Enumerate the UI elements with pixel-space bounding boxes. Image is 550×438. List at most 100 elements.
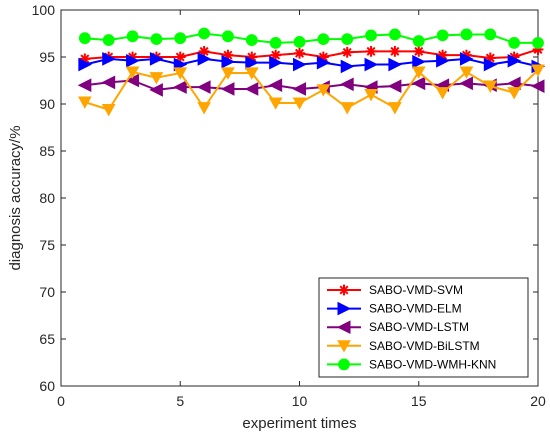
- data-point: [340, 102, 355, 115]
- data-point: [436, 29, 449, 42]
- legend-item-sabo-vmd-wmh-knn: SABO-VMD-WMH-KNN: [327, 357, 496, 371]
- y-tick-label: 65: [39, 331, 55, 347]
- y-tick-label: 95: [39, 49, 55, 65]
- data-point: [149, 83, 163, 97]
- x-tick-label: 20: [530, 393, 546, 409]
- data-point: [530, 79, 545, 93]
- data-point: [411, 66, 426, 79]
- data-point: [101, 104, 116, 117]
- data-point: [317, 33, 330, 46]
- data-point: [364, 57, 379, 72]
- x-axis: 0 5 10 15 20: [57, 10, 546, 409]
- data-point: [389, 45, 401, 57]
- legend-marker: [338, 358, 350, 371]
- data-point: [341, 33, 354, 46]
- data-point: [484, 28, 497, 41]
- data-point: [459, 76, 473, 91]
- data-point: [317, 51, 329, 63]
- data-point: [388, 102, 402, 115]
- data-point: [292, 97, 307, 110]
- data-point: [149, 52, 164, 66]
- data-point: [268, 78, 283, 93]
- data-point: [198, 45, 210, 57]
- data-point: [316, 55, 331, 70]
- legend-marker: [337, 301, 352, 316]
- y-tick-label: 75: [39, 237, 55, 253]
- data-point: [507, 87, 521, 100]
- data-point: [78, 96, 92, 109]
- data-point: [78, 57, 92, 72]
- data-point: [459, 52, 474, 66]
- data-point: [244, 82, 259, 96]
- data-point: [174, 32, 187, 45]
- y-tick-label: 80: [39, 190, 55, 206]
- x-tick-label: 10: [292, 393, 308, 409]
- data-point: [102, 52, 116, 66]
- data-point: [483, 57, 498, 72]
- data-point: [340, 59, 355, 74]
- data-point: [173, 80, 187, 94]
- series-layer: [77, 27, 546, 117]
- x-tick-label: 0: [57, 393, 65, 409]
- legend-label: SABO-VMD-LSTM: [369, 320, 469, 334]
- data-point: [413, 45, 425, 57]
- data-point: [341, 46, 353, 58]
- y-tick-label: 90: [39, 96, 55, 112]
- data-point: [507, 53, 522, 68]
- data-point: [340, 77, 354, 92]
- data-point: [126, 53, 140, 68]
- data-point: [435, 87, 450, 100]
- x-tick-label: 5: [176, 393, 184, 409]
- legend-item-sabo-vmd-elm: SABO-VMD-ELM: [327, 302, 462, 316]
- x-tick-label: 15: [411, 393, 427, 409]
- data-point: [222, 30, 234, 43]
- series-sabo-vmd-wmh-knn: [78, 27, 544, 49]
- data-point: [125, 66, 140, 79]
- data-point: [244, 67, 259, 80]
- data-point: [365, 45, 377, 57]
- data-point: [483, 80, 498, 93]
- legend-marker: [337, 340, 351, 353]
- data-point: [174, 51, 186, 63]
- legend-marker: [336, 320, 351, 335]
- y-tick-label: 85: [39, 143, 55, 159]
- legend-label: SABO-VMD-SVM: [369, 283, 463, 297]
- y-tick-label: 70: [39, 284, 55, 300]
- data-point: [126, 30, 139, 43]
- data-point: [365, 29, 377, 42]
- data-point: [269, 55, 283, 70]
- data-point: [294, 47, 305, 59]
- data-point: [292, 82, 306, 96]
- data-point: [508, 37, 521, 49]
- data-point: [245, 34, 258, 46]
- legend-item-sabo-vmd-lstm: SABO-VMD-LSTM: [327, 320, 469, 334]
- data-point: [460, 28, 473, 41]
- x-axis-label: experiment times: [242, 415, 356, 432]
- data-point: [436, 53, 450, 68]
- y-tick-label: 100: [32, 2, 56, 18]
- data-point: [270, 49, 282, 61]
- data-point: [531, 64, 545, 77]
- data-point: [150, 33, 163, 46]
- data-point: [198, 27, 211, 40]
- legend-item-sabo-vmd-svm: SABO-VMD-SVM: [327, 283, 463, 297]
- legend-item-sabo-vmd-bilstm: SABO-VMD-BiLSTM: [327, 339, 480, 353]
- data-point: [221, 54, 236, 69]
- data-point: [77, 78, 92, 93]
- data-point: [173, 67, 188, 80]
- legend-label: SABO-VMD-BiLSTM: [369, 339, 480, 353]
- data-point: [245, 55, 259, 70]
- legend-marker: [338, 284, 350, 296]
- data-point: [101, 75, 116, 90]
- data-point: [197, 52, 212, 66]
- data-point: [149, 72, 164, 85]
- data-point: [196, 80, 211, 94]
- y-tick-label: 60: [39, 378, 55, 394]
- data-point: [412, 35, 425, 47]
- data-point: [316, 84, 331, 97]
- data-point: [411, 76, 426, 91]
- data-point: [364, 89, 378, 102]
- y-axis-label: diagnosis accuracy/%: [7, 125, 24, 270]
- y-axis: 60 65 70 75 80 85 90 95 100: [32, 2, 538, 394]
- series-sabo-vmd-elm: [78, 52, 546, 74]
